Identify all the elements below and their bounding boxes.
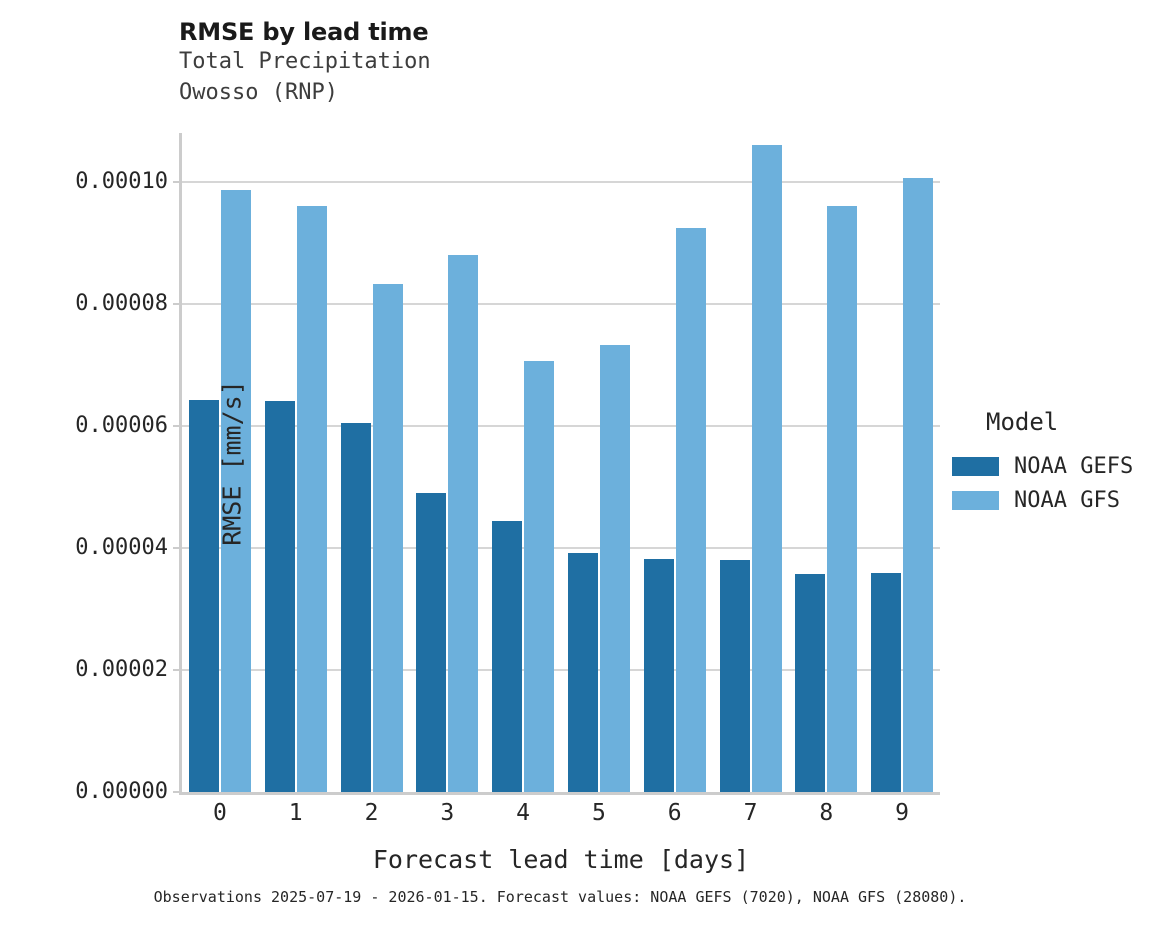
- bar-noaa-gefs-day-5: [567, 552, 598, 792]
- y-axis-spine: [179, 133, 182, 792]
- legend-item-noaa-gefs[interactable]: NOAA GEFS: [952, 449, 1167, 483]
- x-tick-label: 8: [819, 800, 834, 826]
- x-tick-label: 7: [743, 800, 758, 826]
- bar-noaa-gefs-day-3: [416, 493, 447, 792]
- chart-subtitle-location: Owosso (RNP): [179, 80, 338, 105]
- x-tick-label: 9: [895, 800, 910, 826]
- y-axis-label: RMSE [mm/s]: [217, 379, 247, 546]
- bar-noaa-gfs-day-6: [675, 228, 706, 792]
- x-tick-label: 0: [212, 800, 227, 826]
- chart-subtitle-variable: Total Precipitation: [179, 49, 431, 74]
- gridline: [182, 302, 940, 305]
- gridline: [182, 668, 940, 671]
- bar-noaa-gefs-day-4: [492, 521, 523, 792]
- x-tick-label: 5: [591, 800, 606, 826]
- y-tick-label: 0.00002: [75, 656, 168, 682]
- y-tick-label: 0.00008: [75, 290, 168, 316]
- bar-noaa-gefs-day-7: [719, 559, 750, 792]
- y-tick-mark: [173, 791, 180, 793]
- x-tick-label: 1: [288, 800, 303, 826]
- legend: Model NOAA GEFS NOAA GFS: [952, 408, 1167, 517]
- bar-noaa-gfs-day-5: [599, 345, 630, 792]
- bar-noaa-gfs-day-9: [903, 177, 934, 792]
- x-tick-label: 3: [440, 800, 455, 826]
- x-tick-label: 2: [364, 800, 379, 826]
- bar-noaa-gfs-day-0: [220, 189, 251, 792]
- legend-item-label: NOAA GFS: [1014, 487, 1120, 513]
- y-tick-mark: [173, 546, 180, 549]
- page-title: RMSE by lead time: [179, 18, 429, 46]
- bar-noaa-gfs-day-1: [296, 205, 327, 792]
- bar-noaa-gfs-day-7: [751, 144, 782, 792]
- legend-entries: NOAA GEFS NOAA GFS: [952, 449, 1167, 517]
- bar-noaa-gefs-day-9: [871, 572, 902, 792]
- gridline: [182, 424, 940, 427]
- bar-noaa-gefs-day-0: [188, 399, 219, 792]
- bar-noaa-gefs-day-1: [264, 401, 295, 792]
- bars-layer: [182, 133, 940, 792]
- legend-title: Model: [986, 408, 1059, 436]
- footnote: Observations 2025-07-19 - 2026-01-15. Fo…: [153, 888, 967, 906]
- gridline: [182, 546, 940, 549]
- bar-noaa-gfs-day-3: [448, 255, 479, 792]
- gridline: [182, 180, 940, 183]
- y-tick-label: 0.00004: [75, 534, 168, 560]
- x-tick-label: 4: [516, 800, 531, 826]
- legend-item-noaa-gfs[interactable]: NOAA GFS: [952, 483, 1167, 517]
- x-tick-label: 6: [667, 800, 682, 826]
- legend-swatch-icon: [952, 456, 999, 476]
- y-tick-label: 0.00006: [75, 412, 168, 438]
- legend-item-label: NOAA GEFS: [1014, 453, 1134, 479]
- y-tick-mark: [173, 424, 180, 427]
- bar-noaa-gfs-day-8: [827, 205, 858, 792]
- y-tick-mark: [173, 302, 180, 305]
- bar-noaa-gefs-day-6: [643, 558, 674, 792]
- y-tick-mark: [173, 668, 180, 671]
- y-tick-label: 0.00010: [75, 168, 168, 194]
- legend-swatch-icon: [952, 490, 999, 510]
- title-block: RMSE by lead time Total Precipitation Ow…: [179, 18, 879, 108]
- plot-area: 0.00000 0.00002 0.00004 0.00006 0.00008 0.000…: [75, 133, 940, 874]
- bar-noaa-gefs-day-8: [795, 574, 826, 792]
- y-tick-mark: [173, 180, 180, 183]
- bar-noaa-gfs-day-2: [372, 283, 403, 792]
- y-tick-label: 0.00000: [75, 779, 168, 804]
- bar-noaa-gefs-day-2: [340, 423, 371, 792]
- bar-noaa-gfs-day-4: [524, 361, 555, 792]
- plot-frame: [179, 133, 940, 795]
- x-axis-spine: [179, 792, 940, 795]
- x-axis-label: Forecast lead time [days]: [372, 845, 750, 874]
